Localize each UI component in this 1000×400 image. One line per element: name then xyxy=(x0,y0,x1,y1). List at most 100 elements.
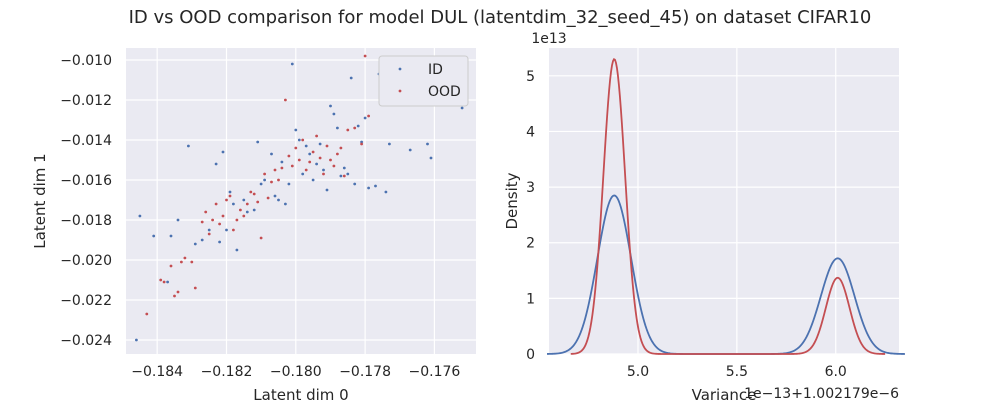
scatter-point-ood xyxy=(367,114,370,118)
scatter-point-ood xyxy=(342,174,346,178)
density-curves xyxy=(547,57,905,355)
scatter-point-ood xyxy=(294,146,298,150)
scatter-point-id xyxy=(287,182,291,186)
scatter-point-id xyxy=(277,198,280,202)
scatter-x-tick-label: −0.182 xyxy=(201,364,253,380)
scatter-point-id xyxy=(346,172,350,176)
scatter-point-ood xyxy=(218,222,222,226)
density-y-tick-label: 1 xyxy=(526,291,535,307)
scatter-point-id xyxy=(294,128,298,132)
scatter-point-ood xyxy=(176,290,180,294)
scatter-point-id xyxy=(356,124,360,128)
scatter-y-tick-label: −0.018 xyxy=(60,213,112,229)
scatter-y-axis-label: Latent dim 1 xyxy=(31,153,49,248)
scatter-y-tick-label: −0.024 xyxy=(60,333,112,349)
scatter-point-ood xyxy=(200,220,204,224)
scatter-point-ood xyxy=(263,172,266,176)
scatter-point-ood xyxy=(169,264,173,268)
scatter-point-ood xyxy=(360,142,363,146)
scatter-point-ood xyxy=(180,260,183,264)
scatter-legend: ID OOD xyxy=(378,55,469,107)
scatter-point-ood xyxy=(232,228,235,232)
scatter-point-id xyxy=(342,166,346,170)
scatter-point-ood xyxy=(249,190,253,194)
density-x-tick-label: 5.5 xyxy=(726,364,748,380)
scatter-point-ood xyxy=(301,138,305,142)
scatter-point-ood xyxy=(280,166,284,170)
scatter-x-tick-label: −0.178 xyxy=(339,364,391,380)
density-y-tick-label: 2 xyxy=(526,236,535,252)
scatter-point-id xyxy=(256,140,260,144)
scatter-point-id xyxy=(221,150,225,154)
legend-id-label: ID xyxy=(428,62,443,78)
scatter-point-ood xyxy=(214,202,218,206)
scatter-point-id xyxy=(388,142,391,146)
scatter-point-ood xyxy=(329,158,332,162)
scatter-point-id xyxy=(280,160,284,164)
scatter-point-ood xyxy=(242,214,246,218)
density-y-ticks: 0 1 2 3 4 5 xyxy=(526,69,535,363)
scatter-point-ood xyxy=(211,218,215,222)
scatter-y-tick-label: −0.014 xyxy=(60,133,112,149)
scatter-point-ood xyxy=(252,192,256,196)
scatter-x-axis-label: Latent dim 0 xyxy=(253,386,348,400)
scatter-point-ood xyxy=(332,164,336,168)
scatter-point-ood xyxy=(290,164,294,168)
scatter-point-id xyxy=(207,228,211,232)
density-y-axis-label: Density xyxy=(503,172,521,229)
scatter-point-ood xyxy=(162,280,166,284)
scatter-point-ood xyxy=(173,294,176,298)
scatter-point-id xyxy=(290,62,294,66)
scatter-y-tick-label: −0.020 xyxy=(60,253,112,269)
scatter-point-ood xyxy=(235,218,239,222)
scatter-point-ood xyxy=(190,260,194,264)
scatter-point-id xyxy=(169,234,173,238)
scatter-point-ood xyxy=(245,202,249,206)
scatter-point-id xyxy=(384,190,388,194)
scatter-point-ood xyxy=(287,154,291,158)
scatter-point-id xyxy=(138,214,142,218)
scatter-point-ood xyxy=(297,158,301,162)
scatter-point-ood xyxy=(270,180,273,184)
scatter-point-id xyxy=(152,234,156,238)
scatter-x-tick-label: −0.180 xyxy=(270,364,322,380)
scatter-point-ood xyxy=(228,194,232,198)
scatter-point-id xyxy=(252,208,256,212)
density-plot-area xyxy=(549,48,899,354)
density-y-tick-label: 0 xyxy=(526,347,535,363)
scatter-point-ood xyxy=(304,168,308,172)
scatter-point-id xyxy=(329,104,332,108)
scatter-point-id xyxy=(336,126,339,130)
scatter-points xyxy=(135,54,464,342)
scatter-point-ood xyxy=(315,134,318,138)
scatter-point-id xyxy=(284,202,287,206)
scatter-point-ood xyxy=(311,150,315,154)
density-panel: 5.0 5.5 6.0 0 1 2 3 4 5 1e13 Density Variance 1… xyxy=(503,31,905,400)
scatter-point-ood xyxy=(284,98,287,102)
scatter-point-id xyxy=(242,198,246,202)
scatter-point-id xyxy=(408,148,412,152)
scatter-point-ood xyxy=(353,126,357,130)
scatter-point-ood xyxy=(273,168,277,172)
scatter-point-id xyxy=(297,138,301,142)
scatter-point-id xyxy=(270,152,273,156)
scatter-y-tick-label: −0.016 xyxy=(60,173,112,189)
scatter-point-ood xyxy=(256,200,260,204)
scatter-point-ood xyxy=(145,312,149,316)
scatter-point-id xyxy=(363,116,367,120)
scatter-point-id xyxy=(228,190,232,194)
legend-ood-marker xyxy=(398,89,402,93)
scatter-point-ood xyxy=(325,144,329,148)
density-x-tick-label: 5.0 xyxy=(627,364,649,380)
scatter-point-id xyxy=(374,184,377,188)
scatter-point-id xyxy=(367,186,370,190)
scatter-point-ood xyxy=(346,128,350,132)
legend-ood-label: OOD xyxy=(428,84,461,100)
scatter-point-id xyxy=(460,106,464,110)
scatter-point-id xyxy=(235,248,239,252)
density-y-offset-label: 1e13 xyxy=(531,31,566,47)
scatter-point-ood xyxy=(336,152,339,156)
scatter-point-ood xyxy=(204,210,208,214)
density-y-tick-label: 5 xyxy=(526,69,535,85)
scatter-x-tick-label: −0.184 xyxy=(131,364,183,380)
